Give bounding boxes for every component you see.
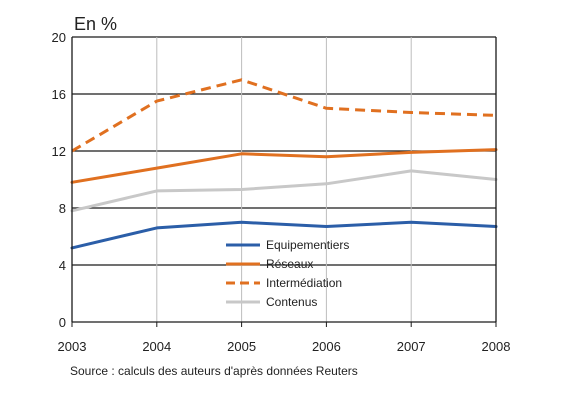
legend: Equipementiers Réseaux Intermédiation Conte… bbox=[226, 238, 349, 309]
y-tick-label: 0 bbox=[59, 315, 66, 330]
series-lines bbox=[70, 78, 498, 250]
grid bbox=[72, 36, 496, 322]
x-tick-label: 2003 bbox=[58, 339, 87, 354]
x-tick-label: 2008 bbox=[482, 339, 511, 354]
y-unit-label: En % bbox=[74, 14, 117, 34]
axes: 0 4 8 12 16 20 2003 2004 2005 2006 2007 2008 En % bbox=[52, 14, 511, 354]
y-tick-label: 12 bbox=[52, 144, 66, 159]
source-note: Source : calculs des auteurs d'après don… bbox=[70, 364, 358, 378]
legend-label: Intermédiation bbox=[266, 276, 342, 290]
legend-label: Equipementiers bbox=[266, 238, 349, 252]
legend-label: Réseaux bbox=[266, 257, 313, 271]
y-tick-label: 4 bbox=[59, 258, 66, 273]
legend-label: Contenus bbox=[266, 295, 317, 309]
y-tick-label: 8 bbox=[59, 201, 66, 216]
series-line-r-seaux bbox=[70, 148, 498, 184]
y-tick-label: 16 bbox=[52, 87, 66, 102]
x-tick-label: 2006 bbox=[312, 339, 341, 354]
series-line-interm-diation bbox=[71, 78, 497, 153]
x-tick-label: 2007 bbox=[397, 339, 426, 354]
y-tick-label: 20 bbox=[52, 30, 66, 45]
x-tick-label: 2004 bbox=[142, 339, 171, 354]
series-line-contenus bbox=[70, 169, 498, 213]
series-line-equipementiers bbox=[70, 220, 498, 250]
x-tick-label: 2005 bbox=[227, 339, 256, 354]
